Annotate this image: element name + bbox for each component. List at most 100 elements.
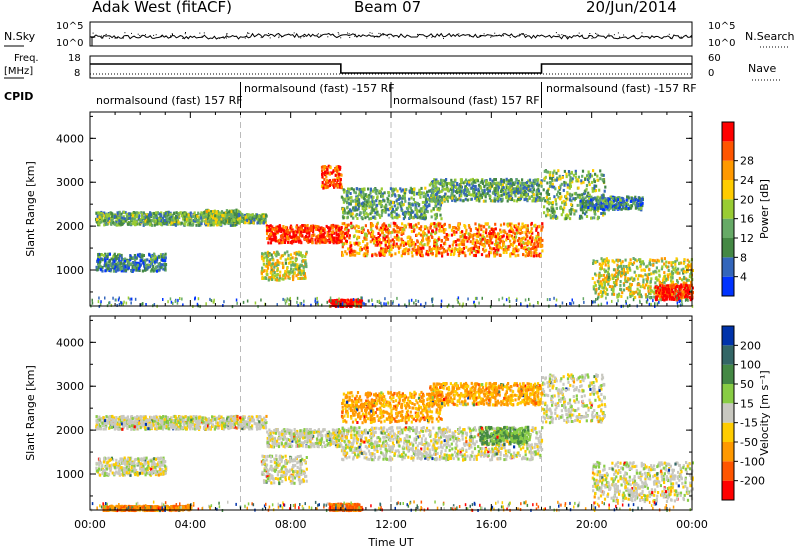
- data-cell: [135, 268, 138, 272]
- data-cell: [293, 271, 296, 275]
- data-cell: [109, 268, 112, 272]
- data-cell: [479, 186, 483, 190]
- data-cell: [533, 178, 536, 182]
- data-cell: [470, 247, 473, 251]
- data-cell: [145, 213, 148, 217]
- data-cell: [427, 251, 430, 255]
- noise-point: [369, 32, 371, 34]
- noise-point: [417, 33, 418, 35]
- data-cell: [100, 257, 103, 261]
- data-cell: [515, 178, 518, 182]
- data-cell: [451, 196, 454, 200]
- data-cell: [271, 238, 274, 241]
- data-cell: [305, 250, 308, 254]
- data-cell: [505, 195, 508, 199]
- data-cell: [479, 196, 482, 200]
- noise-point: [260, 37, 262, 39]
- data-cell: [529, 181, 532, 185]
- data-cell: [474, 227, 478, 230]
- data-cell: [539, 241, 542, 245]
- data-cell: [466, 182, 469, 186]
- data-cell: [141, 216, 144, 220]
- data-cell: [108, 269, 111, 272]
- data-cell: [539, 240, 542, 243]
- data-cell: [450, 185, 454, 189]
- data-cell: [428, 248, 431, 252]
- data-cell: [271, 228, 274, 232]
- data-cell: [279, 225, 282, 229]
- data-cell: [568, 186, 571, 190]
- data-cell: [116, 223, 119, 227]
- data-cell: [115, 257, 118, 261]
- data-cell: [434, 185, 437, 189]
- data-cell: [624, 207, 627, 211]
- data-cell: [544, 175, 547, 179]
- data-cell: [120, 269, 123, 273]
- noise-point: [398, 36, 399, 38]
- data-cell: [510, 198, 514, 201]
- data-cell: [553, 185, 556, 189]
- data-cell: [146, 266, 149, 270]
- data-cell: [329, 180, 333, 184]
- data-cell: [117, 253, 120, 257]
- data-cell: [596, 178, 599, 182]
- data-cell: [495, 239, 498, 243]
- data-cell: [320, 229, 323, 233]
- data-cell: [164, 211, 167, 215]
- data-cell: [459, 178, 462, 182]
- data-cell: [554, 199, 557, 203]
- data-cell: [511, 243, 514, 247]
- data-cell: [388, 252, 391, 256]
- data-cell: [433, 199, 436, 203]
- noise-point: [172, 34, 173, 35]
- data-cell: [536, 192, 539, 196]
- data-cell: [431, 180, 434, 184]
- data-cell: [209, 220, 213, 224]
- data-cell: [459, 235, 462, 239]
- data-cell: [349, 251, 352, 255]
- data-cell: [536, 182, 539, 186]
- data-cell: [523, 225, 526, 229]
- data-cell: [292, 268, 295, 272]
- data-cell: [379, 253, 382, 257]
- data-cell: [314, 238, 317, 242]
- data-cell: [223, 221, 226, 225]
- data-cell: [396, 206, 399, 210]
- data-cell: [501, 183, 505, 187]
- data-cell: [115, 262, 118, 266]
- data-cell: [507, 247, 510, 251]
- data-cell: [203, 210, 207, 214]
- data-cell: [328, 184, 331, 187]
- data-cell: [311, 238, 314, 242]
- data-cell: [300, 228, 303, 232]
- data-cell: [162, 263, 165, 267]
- data-cell: [524, 183, 527, 187]
- data-cell: [490, 228, 493, 232]
- data-cell: [583, 203, 586, 207]
- data-cell: [290, 263, 293, 267]
- data-cell: [171, 219, 175, 223]
- data-cell: [295, 274, 298, 278]
- data-cell: [369, 240, 372, 244]
- data-cell: [527, 187, 530, 191]
- data-cell: [270, 253, 273, 257]
- data-cell: [579, 196, 582, 200]
- data-cell: [582, 192, 586, 196]
- data-cell: [440, 252, 444, 256]
- data-cell: [402, 203, 405, 206]
- data-cell: [494, 243, 497, 246]
- data-cell: [269, 232, 272, 236]
- data-cell: [517, 253, 520, 257]
- data-cell: [265, 254, 268, 258]
- data-cell: [119, 218, 123, 222]
- data-cell: [401, 222, 404, 226]
- data-cell: [425, 233, 428, 237]
- data-cell: [475, 250, 478, 254]
- data-cell: [200, 211, 203, 215]
- data-cell: [295, 225, 298, 229]
- data-cell: [367, 213, 370, 217]
- data-cell: [440, 229, 443, 233]
- data-cell: [400, 240, 404, 244]
- data-cell: [267, 254, 270, 258]
